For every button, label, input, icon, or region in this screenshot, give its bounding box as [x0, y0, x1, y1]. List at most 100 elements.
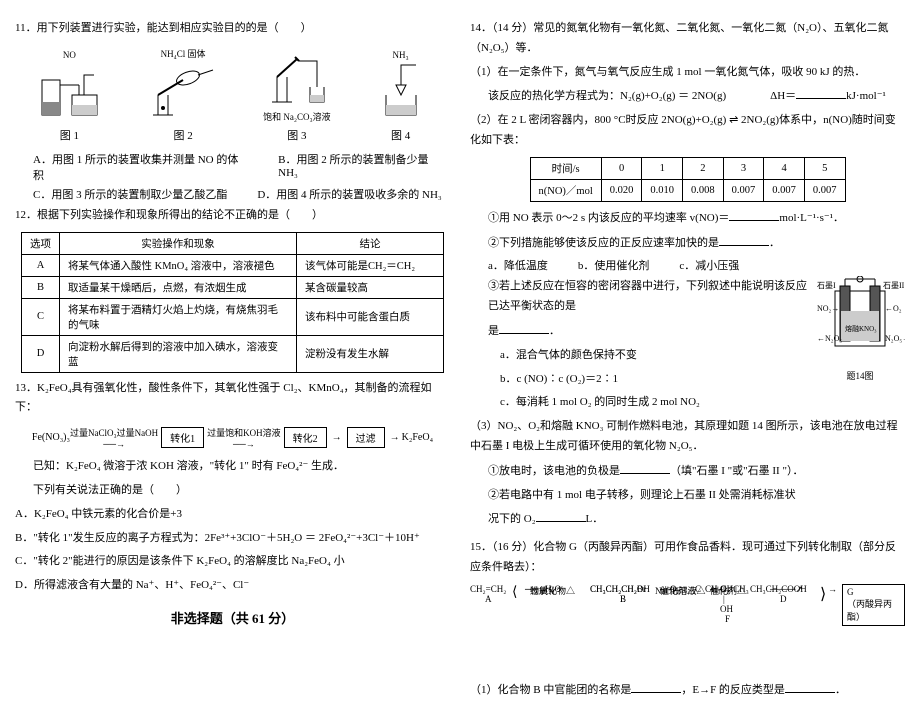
page-columns: 11．用下列装置进行实验，能达到相应实验目的的是（ ） NO 图 1 NH₄Cl…: [15, 15, 905, 705]
q12-th-0: 选项: [22, 232, 60, 254]
q11-diagram-1: NO 图 1: [34, 50, 104, 143]
q12-th-2: 结论: [297, 232, 444, 254]
q14-p1-eq: 该反应的热化学方程式为：N₂(g)+O₂(g) ＝ 2NO(g) ΔH＝: [488, 90, 796, 102]
cell: 0: [601, 157, 642, 179]
q13-opt-c: C．"转化 2"能进行的原因是该条件下 K₂FeO₄ 的溶解度比 Na₂FeO₄…: [15, 552, 450, 572]
table-row: B 取适量某干燥晒后，点燃，有浓烟生成 某含碳量较高: [22, 276, 444, 298]
q11-opts-row2: C．用图 3 所示的装置制取少量乙酸乙酯 D．用图 4 所示的装置吸收多余的 N…: [15, 186, 450, 202]
flow-node-a: CH₂=CH₂A: [470, 584, 506, 604]
diagram4-top-label: NH₃: [371, 50, 431, 60]
svg-text:←O₂: ←O₂: [885, 304, 902, 313]
table-row: 选项 实验操作和现象 结论: [22, 232, 444, 254]
flow-step3: 过滤: [347, 427, 385, 448]
blank[interactable]: [620, 461, 670, 474]
q14-p3-1-hint: （填"石墨 I "或"石墨 II "）．: [670, 465, 803, 477]
q11-diagrams: NO 图 1 NH₄Cl 固体: [15, 47, 450, 143]
blank[interactable]: [785, 680, 835, 693]
diagram3-svg: [262, 47, 332, 107]
q14-p3-1-text: ①放电时，该电池的负极是: [488, 465, 620, 477]
svg-text:←N₂O₅: ←N₂O₅: [817, 334, 842, 343]
q13-opt-a: A．K₂FeO₄ 中铁元素的化合价是+3: [15, 505, 450, 525]
arrow-icon: →: [390, 432, 400, 443]
svg-text:N₂O₅→: N₂O₅→: [885, 334, 905, 343]
q11-diagram-2: NH₄Cl 固体 图 2: [143, 47, 223, 143]
cell: n(NO)／mol: [530, 179, 601, 201]
cell: 3: [723, 157, 764, 179]
blank[interactable]: [796, 86, 846, 99]
cell: 0.020: [601, 179, 642, 201]
q11-diagram-4: NH₃ 图 4: [371, 50, 431, 143]
q14-cell-diagram: 石墨I 石墨II NO₂→ ←O₂ ←N₂O₅ N₂O₅→ 熔融KNO₃ 题14…: [815, 276, 905, 382]
svg-text:熔融KNO₃: 熔融KNO₃: [845, 324, 877, 333]
cell: 0.008: [683, 179, 724, 201]
cell: 将某布料置于酒精灯火焰上灼烧，有烧焦羽毛的气味: [60, 298, 297, 335]
flow-step2-block: 过量饱和KOH溶液 ──→: [207, 426, 281, 449]
cell: D: [22, 335, 60, 372]
cell: 该气体可能是CH₂＝CH₂: [297, 254, 444, 276]
cell: 0.007: [804, 179, 845, 201]
arrow-icon: →: [332, 432, 342, 443]
q13-flow: Fe(NO₃)₃ 过量NaClO₃过量NaOH ──→ 转化1 过量饱和KOH溶…: [15, 426, 450, 449]
q15-p1-text: （1）化合物 B 中官能团的名称是: [470, 684, 631, 696]
q14-p1-prefix: （1）在一定条件下，氮气与氧气反应生成 1 mol 一氧化氮气体，吸收 90 k…: [470, 63, 905, 83]
cell: C: [22, 298, 60, 335]
q14-p2-1-text: ①用 NO 表示 0～2 s 内该反应的平均速率 v(NO)＝: [488, 212, 729, 224]
cell: 1: [642, 157, 683, 179]
svg-text:石墨II: 石墨II: [883, 281, 905, 290]
q14-p3-prefix: （3）NO₂、O₂和熔融 KNO₃ 可制作燃料电池，其原理如题 14 图所示，该…: [470, 417, 905, 457]
q11-stem: 11．用下列装置进行实验，能达到相应实验目的的是（ ）: [15, 19, 450, 39]
blank[interactable]: [499, 321, 549, 334]
q14-p2-3-text: ③若上述反应在恒容的密闭容器中进行，下列叙述中能说明该反应已达平衡状态的是: [488, 280, 807, 312]
flow-start: Fe(NO₃)₃: [32, 432, 70, 443]
cell: 4: [764, 157, 805, 179]
q14-p2-2-opts: a．降低温度 b．使用催化剂 c．减小压强: [470, 257, 905, 273]
table-row: D 向淀粉水解后得到的溶液中加入碘水，溶液变蓝 淀粉没有发生水解: [22, 335, 444, 372]
flow-end: K₂FeO₄: [402, 432, 433, 443]
table-row: A 将某气体通入酸性 KMnO₄ 溶液中，溶液褪色 该气体可能是CH₂＝CH₂: [22, 254, 444, 276]
q11-opt-c: C．用图 3 所示的装置制取少量乙酸乙酯: [33, 186, 227, 202]
diagram3-top-label: 饱和 Na₂CO₃溶液: [262, 110, 332, 123]
cell: 向淀粉水解后得到的溶液中加入碘水，溶液变蓝: [60, 335, 297, 372]
bracket-icon: ⟨: [512, 584, 517, 601]
q11-opt-a: A．用图 1 所示的装置收集并测量 NO 的体积: [33, 151, 248, 183]
q14-p3-2-line2: 况下的 O₂L．: [470, 509, 905, 530]
q14-stem: 14．（14 分）常见的氮氧化物有一氧化氮、二氧化氮、一氧化二氮（N₂O）、五氧…: [470, 19, 905, 59]
q11-opts-row1: A．用图 1 所示的装置收集并测量 NO 的体积 B．用图 2 所示的装置制备少…: [15, 151, 450, 183]
cell: A: [22, 254, 60, 276]
flow-step1: 转化1: [161, 427, 204, 448]
flow-node-g: G（丙酸异丙酯）: [842, 584, 905, 626]
q14-p3-2-line1: ②若电路中有 1 mol 电子转移，则理论上石墨 II 处需消耗标准状: [470, 486, 905, 506]
svg-text:NO₂→: NO₂→: [817, 304, 839, 313]
flow-step1-top: 过量NaClO₃过量NaOH: [70, 426, 158, 439]
blank[interactable]: [536, 509, 586, 522]
q14-p2-2: ②下列措施能够使该反应的正反应速率加快的是．: [470, 233, 905, 254]
diagram1-top-label: NO: [34, 50, 104, 60]
blank[interactable]: [631, 680, 681, 693]
left-column: 11．用下列装置进行实验，能达到相应实验目的的是（ ） NO 图 1 NH₄Cl…: [15, 15, 450, 705]
q14-p3-1: ①放电时，该电池的负极是 （填"石墨 I "或"石墨 II "）．: [470, 461, 905, 482]
flow-step1-block: 过量NaClO₃过量NaOH ──→: [70, 426, 158, 449]
cell: 0.007: [723, 179, 764, 201]
diagram2-svg: [143, 60, 223, 120]
flow-step2: 转化2: [284, 427, 327, 448]
cell: 淀粉没有发生水解: [297, 335, 444, 372]
arrow-icon: ────↗: [770, 584, 803, 595]
arrow-icon: ──→: [233, 439, 255, 449]
blank[interactable]: [719, 233, 769, 246]
q12-th-1: 实验操作和现象: [60, 232, 297, 254]
q15-p1-end: ．: [835, 684, 846, 696]
cell: 0.007: [764, 179, 805, 201]
diagram2-label: 图 2: [143, 127, 223, 143]
q12-stem: 12．根据下列实验操作和现象所得出的结论不正确的是（ ）: [15, 206, 450, 226]
blank[interactable]: [729, 208, 779, 221]
cell-svg: 石墨I 石墨II NO₂→ ←O₂ ←N₂O₅ N₂O₅→ 熔融KNO₃: [815, 276, 905, 366]
q12-table: 选项 实验操作和现象 结论 A 将某气体通入酸性 KMnO₄ 溶液中，溶液褪色 …: [21, 232, 444, 373]
flow-node-f: CH₃CHCH₃|OHF: [705, 584, 749, 624]
q15-stem: 15．（16 分）化合物 G（丙酸异丙酯）可用作食品香料．现可通过下列转化制取（…: [470, 538, 905, 578]
diagram2-top-label: NH₄Cl 固体: [143, 47, 223, 60]
q14-p2-2-c: c．减小压强: [679, 257, 739, 273]
q14-p3-2-end: 况下的 O₂: [488, 513, 536, 525]
q14-p2-3-c: c．每消耗 1 mol O₂ 的同时生成 2 mol NO₂: [470, 393, 905, 413]
diagram1-svg: [34, 60, 104, 120]
q14-p1-unit: kJ·mol⁻¹: [846, 90, 886, 102]
